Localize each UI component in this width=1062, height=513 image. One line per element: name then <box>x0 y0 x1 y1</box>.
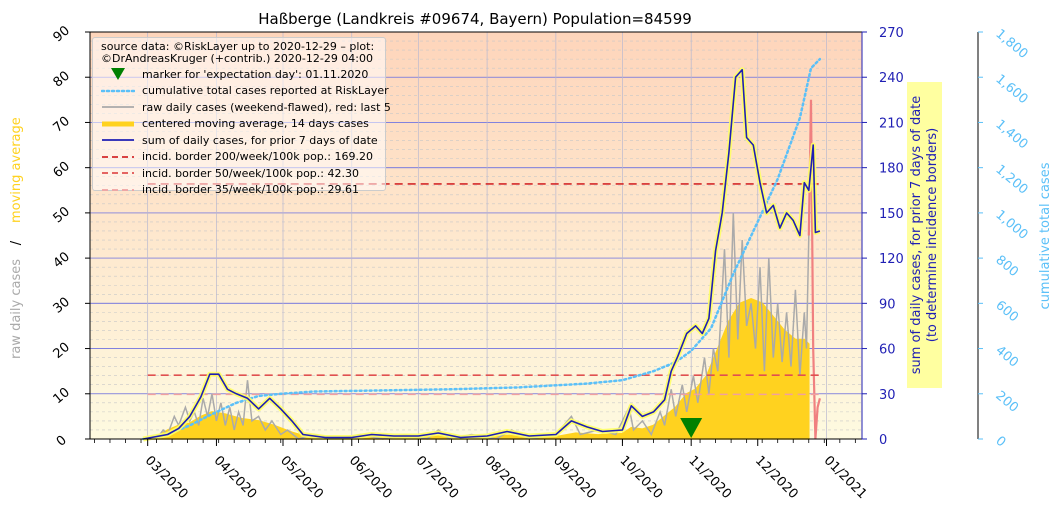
legend-swatch <box>102 172 134 174</box>
right-axis-1-tick-label: 210 <box>879 116 904 131</box>
x-axis-tick-label: 03/2020 <box>142 453 191 502</box>
sum-7day-line <box>143 68 821 440</box>
legend-label: raw daily cases (weekend-flawed), red: l… <box>142 100 391 114</box>
legend-swatch <box>102 121 134 126</box>
left-axis-tick-label: 10 <box>51 385 73 407</box>
right-axis-1-label-line1: sum of daily cases, for prior 7 days of … <box>909 96 924 375</box>
legend-entry: incid. border 200/week/100k pop.: 169.20 <box>93 150 373 164</box>
right-axis-1-tick-label: 60 <box>879 343 896 358</box>
legend-swatch <box>102 188 134 191</box>
legend-label: centered moving average, 14 days cases <box>142 117 369 130</box>
legend-swatch <box>102 155 134 158</box>
x-axis-tick-label: 05/2020 <box>277 453 326 502</box>
legend-swatch <box>102 106 134 108</box>
legend-source-line2: ©DrAndreasKruger (+contrib.) 2020-12-29 … <box>101 52 374 65</box>
cumulative-line <box>141 57 822 441</box>
legend-label: sum of daily cases, for prior 7 days of … <box>142 133 378 147</box>
legend-label: incid. border 50/week/100k pop.: 42.30 <box>142 166 359 180</box>
left-axis-tick-label: 50 <box>51 204 73 226</box>
right-axis-1-tick-label: 90 <box>879 297 896 312</box>
legend-label: incid. border 200/week/100k pop.: 169.20 <box>142 150 373 163</box>
legend-label: marker for 'expectation day': 01.11.2020 <box>142 67 369 81</box>
legend-swatch <box>102 139 134 141</box>
legend-swatch <box>101 89 135 92</box>
right-axis-1-tick-label: 120 <box>879 252 904 267</box>
x-axis-tick-label: 10/2020 <box>617 453 666 502</box>
legend-entry: incid. border 35/week/100k pop.: 29.61 <box>93 183 359 197</box>
legend-entry: cumulative total cases reported at RiskL… <box>93 84 389 98</box>
right-axis-1-tick-label: 180 <box>879 162 904 177</box>
left-axis-tick-label: 30 <box>51 295 73 317</box>
x-axis-tick-label: 08/2020 <box>481 453 530 502</box>
x-axis-tick-label: 09/2020 <box>550 453 599 502</box>
x-axis-tick-label: 01/2021 <box>821 453 870 502</box>
legend-swatch <box>111 68 125 80</box>
chart-title: Haßberge (Landkreis #09674, Bayern) Popu… <box>258 10 692 28</box>
legend-entry: centered moving average, 14 days cases <box>93 117 369 131</box>
right-axis-2-tick-label: 1,200 <box>992 162 1030 197</box>
legend-entry: incid. border 50/week/100k pop.: 42.30 <box>93 166 359 180</box>
right-axis-2-tick-label: 200 <box>992 388 1021 415</box>
left-axis-tick-label: 40 <box>51 249 73 271</box>
x-axis-tick-label: 04/2020 <box>211 453 260 502</box>
x-axis-tick-label: 12/2020 <box>752 453 801 502</box>
right-axis-2-label: cumulative total cases <box>1038 162 1053 309</box>
left-axis-tick-label: 60 <box>51 159 73 181</box>
left-axis-tick-label: 90 <box>51 23 73 45</box>
x-axis-tick-label: 07/2020 <box>412 453 461 502</box>
right-axis-2-tick-label: 600 <box>992 298 1021 325</box>
right-axis-1-tick-label: 240 <box>879 71 904 86</box>
left-axis-tick-label: 0 <box>54 433 70 450</box>
legend-entry: marker for 'expectation day': 01.11.2020 <box>93 67 368 81</box>
left-axis-tick-label: 70 <box>51 114 73 136</box>
legend: source data: ©RiskLayer up to 2020-12-29… <box>92 37 391 196</box>
legend-source-line1: source data: ©RiskLayer up to 2020-12-29… <box>101 40 375 53</box>
legend-label: incid. border 35/week/100k pop.: 29.61 <box>142 183 359 196</box>
right-axis-2-tick-label: 1,000 <box>992 207 1030 242</box>
left-axis-label-avg: moving average <box>9 117 24 223</box>
x-axis-tick-label: 11/2020 <box>685 453 734 502</box>
legend-label: cumulative total cases reported at RiskL… <box>142 84 389 97</box>
right-axis-2-tick-label: 1,800 <box>992 27 1030 62</box>
legend-source: source data: ©RiskLayer up to 2020-12-29… <box>101 41 374 65</box>
right-axis-2-tick-label: 1,600 <box>992 72 1030 107</box>
right-axis-1-tick-label: 150 <box>879 207 904 222</box>
left-axis-label-raw: raw daily cases <box>9 259 24 359</box>
right-axis-1-label-line2: (to determine incidence borders) <box>925 128 940 343</box>
right-axis-2-tick-label: 400 <box>992 343 1021 370</box>
x-axis-tick-label: 06/2020 <box>346 453 395 502</box>
right-axis-1-tick-label: 30 <box>879 388 896 403</box>
left-axis-tick-label: 80 <box>51 68 73 90</box>
legend-entry: raw daily cases (weekend-flawed), red: l… <box>93 100 391 114</box>
left-axis-label-sep: / <box>9 240 24 245</box>
right-axis-label-highlight <box>907 82 942 388</box>
left-axis-tick-label: 20 <box>51 340 73 362</box>
right-axis-1-tick-label: 0 <box>879 433 887 448</box>
legend-entry: sum of daily cases, for prior 7 days of … <box>93 133 378 147</box>
expectation-day-marker <box>680 418 703 438</box>
series-layer <box>141 57 822 442</box>
right-axis-2-tick-label: 0 <box>992 434 1008 451</box>
right-axis-2-tick-label: 1,400 <box>992 117 1030 152</box>
right-axis-2-tick-label: 800 <box>992 253 1021 280</box>
right-axis-1-tick-label: 270 <box>879 26 904 41</box>
